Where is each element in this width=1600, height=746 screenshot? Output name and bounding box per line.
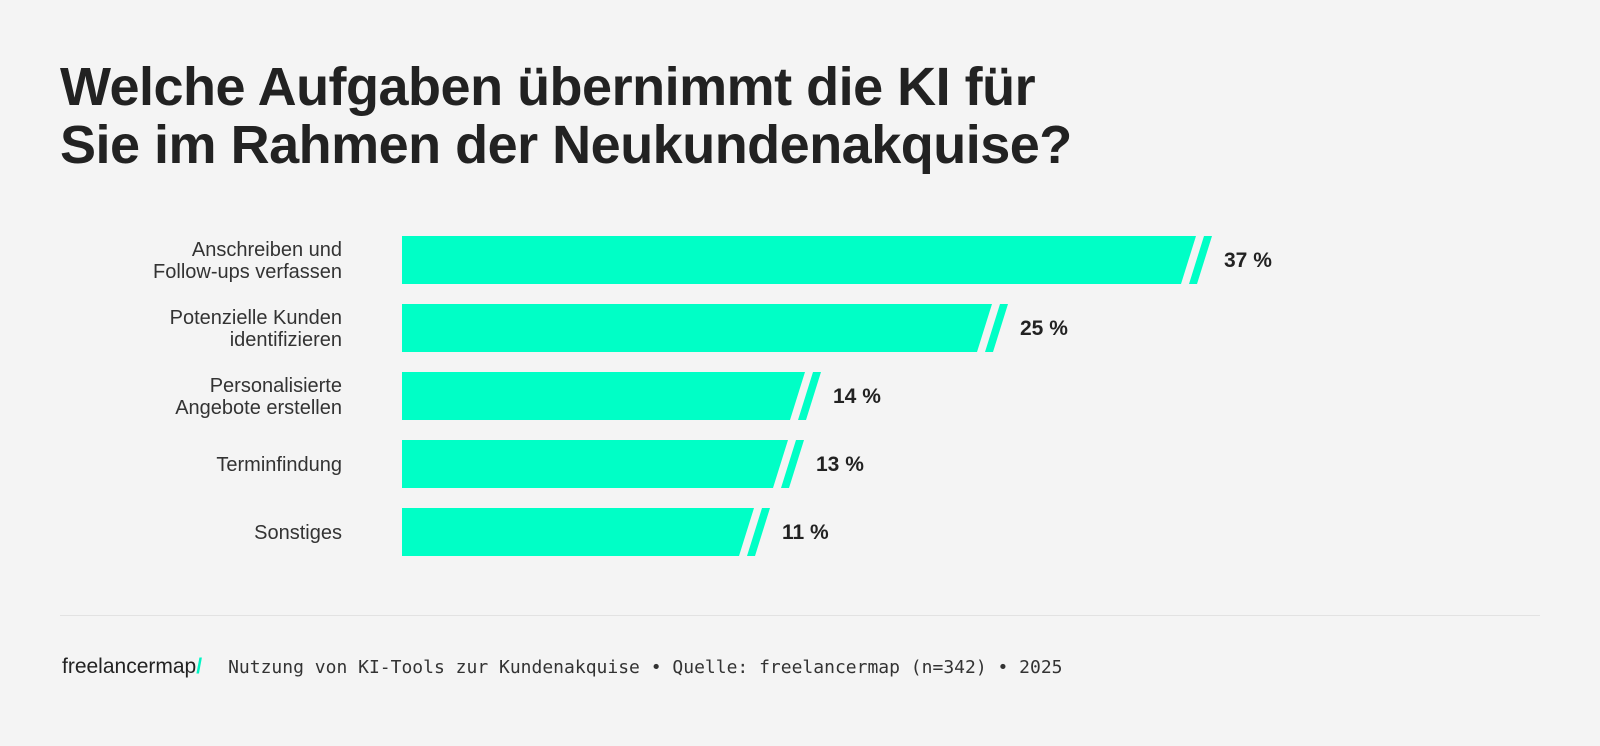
value-label: 14 % [833,385,881,408]
value-label: 11 % [782,521,829,544]
category-label: Personalisierte [210,375,342,397]
logo-text: freelancermap [62,655,197,678]
chart-title: Welche Aufgaben übernimmt die KI für Sie… [60,58,1072,174]
bar [402,304,992,352]
value-label: 25 % [1020,317,1068,340]
bar [402,372,805,420]
source-note: Nutzung von KI-Tools zur Kundenakquise •… [228,657,1063,678]
bar-end-slash [747,508,770,556]
title-line-2: Sie im Rahmen der Neukundenakquise? [60,115,1072,175]
category-label: Sonstiges [254,522,342,544]
category-label: Angebote erstellen [175,397,342,419]
bar-end-slash [985,304,1008,352]
bar [402,508,754,556]
bar [402,236,1196,284]
category-label: Anschreiben und [192,239,342,261]
value-label: 37 % [1224,249,1272,272]
category-label: identifizieren [230,329,342,351]
bar-end-slash [1189,236,1212,284]
value-label: 13 % [816,453,864,476]
footer-divider [60,615,1540,616]
category-label: Follow-ups verfassen [153,261,342,283]
footer: freelancermap/ Nutzung von KI-Tools zur … [62,655,1063,679]
bar [402,440,788,488]
freelancermap-logo: freelancermap/ [62,655,202,679]
bar-end-slash [781,440,804,488]
title-line-1: Welche Aufgaben übernimmt die KI für [60,57,1036,117]
bar-end-slash [798,372,821,420]
category-label: Potenzielle Kunden [170,307,342,329]
logo-slash: / [196,655,203,678]
category-label: Terminfindung [216,454,342,476]
